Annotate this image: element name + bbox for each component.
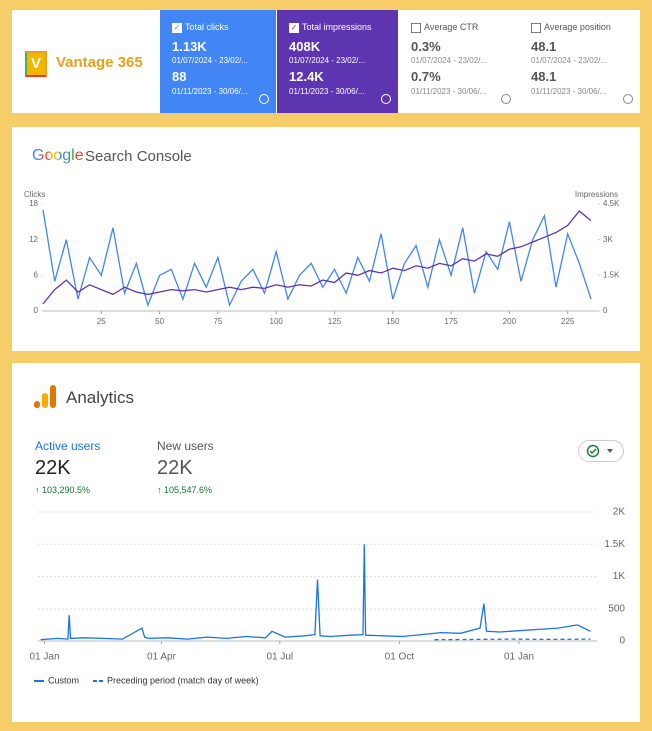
new-users-value: 22K (157, 457, 193, 479)
metric-previous-range: 01/11/2023 - 30/06/... (531, 87, 607, 96)
help-icon (501, 94, 511, 104)
y-axis-label: Clicks (24, 190, 45, 199)
active-users-value: 22K (35, 457, 71, 479)
x-tick-label: 225 (561, 317, 575, 326)
help-icon (381, 94, 391, 104)
metric-current: 0.3% (411, 39, 441, 54)
metric-current: 1.13K (172, 39, 207, 54)
metric-tile: Average position 48.1 01/07/2024 - 23/02/.… (519, 10, 640, 113)
metric-current-range: 01/07/2024 - 23/02/... (172, 56, 249, 65)
active-users-label: Active users (35, 439, 101, 453)
y-tick-label: 1.5K (604, 539, 625, 550)
header-card: V Vantage 365 ✓ Total clicks 1.13K 01/07/20… (12, 10, 640, 113)
help-icon (259, 94, 269, 104)
metric-tile: ✓ Total impressions 408K 01/07/2024 - 23/02… (277, 10, 398, 113)
product: Search Console (85, 148, 192, 165)
x-tick-label: 01 Apr (147, 652, 177, 663)
metric-tile: ✓ Total clicks 1.13K 01/07/2024 - 23/02/...… (160, 10, 276, 113)
metric-previous-range: 01/11/2023 - 30/06/... (411, 87, 487, 96)
metric-previous: 0.7% (411, 69, 441, 84)
x-tick-label: 125 (328, 317, 342, 326)
metric-current-range: 01/07/2024 - 23/02/... (411, 56, 488, 65)
series-line (40, 544, 591, 641)
new-users-label: New users (157, 439, 214, 453)
y2-tick-label: 4.5K (603, 199, 620, 208)
checkbox (411, 23, 421, 33)
metric-previous: 88 (172, 69, 187, 84)
series-line (42, 209, 592, 308)
x-tick-label: 100 (270, 317, 284, 326)
x-tick-label: 50 (155, 317, 164, 326)
y2-tick-label: 3K (603, 235, 613, 244)
metric-label: Average position (544, 22, 611, 32)
y-tick-label: 1K (613, 571, 626, 582)
checkbox: ✓ (289, 23, 299, 33)
compare-toggle[interactable] (578, 440, 624, 462)
toggle-icon (586, 444, 613, 458)
y-tick-label: 2K (613, 507, 626, 518)
y2-tick-label: 1.5K (603, 270, 620, 279)
y-tick-label: 500 (608, 603, 625, 614)
metric-current-range: 01/07/2024 - 23/02/... (531, 56, 608, 65)
metric-current-range: 01/07/2024 - 23/02/... (289, 56, 366, 65)
x-tick-label: 175 (444, 317, 458, 326)
logo-icon: V (25, 51, 47, 77)
series-line (42, 210, 592, 305)
change-text: 103,290.5% (42, 485, 91, 495)
brand: Google (32, 147, 84, 164)
logo-initial: V (30, 55, 41, 72)
metric-label: Total clicks (185, 22, 229, 32)
x-tick-label: 25 (97, 317, 106, 326)
metric-current: 408K (289, 39, 321, 54)
analytics-title: Analytics (66, 388, 135, 407)
y2-tick-label: 0 (603, 306, 608, 315)
y-tick-label: 12 (29, 235, 38, 244)
metric-label: Total impressions (302, 22, 372, 32)
x-tick-label: 01 Jan (504, 652, 534, 663)
y-tick-label: 0 (619, 636, 625, 647)
analytics-chart: 0 500 1K 1.5K 2K 01 Jan 01 Apr 01 Jul 01 Oct 01 J… (29, 507, 626, 686)
metric-previous: 12.4K (289, 69, 324, 84)
x-tick-label: 01 Oct (385, 652, 415, 663)
metric-previous: 48.1 (531, 69, 557, 84)
y2-axis-label: Impressions (575, 190, 618, 199)
analytics-card: Analytics Active users 22K ↑ 103,290.5% … (12, 363, 640, 722)
series-line (434, 638, 591, 641)
metric-current: 48.1 (531, 39, 557, 54)
active-users-change: ↑ 103,290.5% (35, 485, 91, 495)
x-tick-label: 01 Jan (29, 652, 59, 663)
y-tick-label: 0 (34, 306, 39, 315)
checkbox: ✓ (172, 23, 182, 33)
metric-tile: Average CTR 0.3% 01/07/2024 - 23/02/... 0.7… (399, 10, 518, 113)
metric-previous-range: 01/11/2023 - 30/06/... (289, 87, 365, 96)
analytics-logo (34, 385, 56, 408)
checkbox (531, 23, 541, 33)
help-icon (623, 94, 633, 104)
x-tick-label: 01 Jul (266, 652, 293, 663)
x-tick-label: 150 (386, 317, 400, 326)
change-text: 105,547.6% (164, 485, 213, 495)
metric-previous-range: 01/11/2023 - 30/06/... (172, 87, 248, 96)
y-tick-label: 6 (34, 270, 39, 279)
x-tick-label: 200 (503, 317, 517, 326)
y-tick-label: 18 (29, 199, 38, 208)
legend-label: Preceding period (match day of week) (107, 675, 259, 685)
search-console-chart: 0 6 12 18 0 1.5K 3K 4.5K 25 50 75 100 125 150 175 200 22… (24, 190, 620, 326)
x-tick-label: 75 (213, 317, 222, 326)
logo-text: Vantage 365 (56, 54, 143, 71)
metric-label: Average CTR (424, 22, 479, 32)
new-users-change: ↑ 105,547.6% (157, 485, 213, 495)
search-console-card: Google Search Console 0 6 12 18 0 1.5K 3K 4.5K 2… (12, 127, 640, 351)
legend-label: Custom (48, 675, 79, 685)
